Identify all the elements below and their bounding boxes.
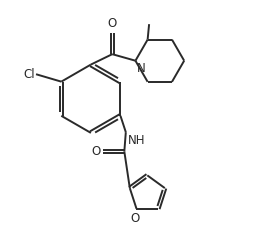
Text: NH: NH [128,134,145,147]
Text: N: N [137,62,145,75]
Text: O: O [91,145,100,158]
Text: Cl: Cl [23,68,34,81]
Text: O: O [108,17,117,30]
Text: O: O [130,212,140,225]
